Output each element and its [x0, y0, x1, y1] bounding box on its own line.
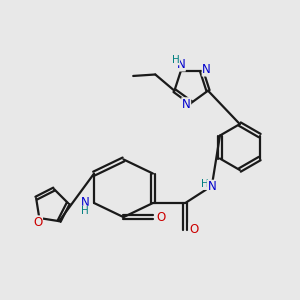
Text: N: N: [81, 196, 90, 209]
Text: H: H: [172, 55, 179, 65]
Text: N: N: [182, 98, 190, 111]
Text: O: O: [33, 216, 42, 229]
Text: H: H: [202, 179, 209, 190]
Text: H: H: [81, 206, 89, 216]
Text: N: N: [176, 58, 185, 71]
Text: N: N: [202, 63, 211, 76]
Text: N: N: [208, 180, 216, 193]
Text: O: O: [157, 211, 166, 224]
Text: O: O: [189, 223, 198, 236]
